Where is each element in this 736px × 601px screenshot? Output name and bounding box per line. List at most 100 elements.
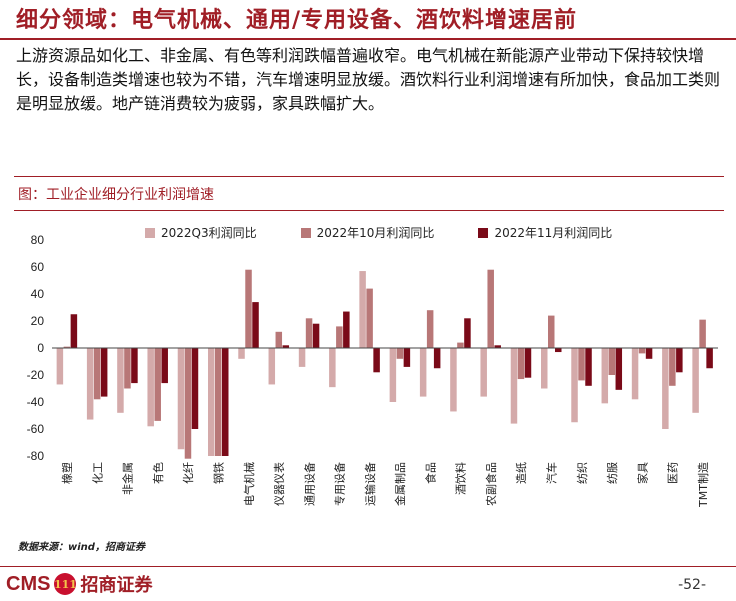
legend-swatch-nov <box>478 227 489 238</box>
logo-emblem-icon: 111 <box>54 573 77 595</box>
bar-oct <box>517 348 525 380</box>
bar-nov <box>433 348 441 369</box>
bar-nov <box>585 348 592 386</box>
x-tick-label: 化纤 <box>181 462 195 484</box>
x-tick-label: 仪器仪表 <box>272 462 286 506</box>
bar-nov <box>70 314 78 348</box>
data-source: 数据来源：wind，招商证券 <box>18 542 145 553</box>
chart-legend: 2022Q3利润同比 2022年10月利润同比 2022年11月利润同比 <box>145 224 612 241</box>
figure-top-divider <box>14 176 724 177</box>
bar-nov <box>161 348 168 384</box>
y-tick-label: -20 <box>27 368 45 382</box>
y-tick-label: 60 <box>31 260 45 274</box>
x-tick-label: 造纸 <box>514 462 528 484</box>
x-tick-label: 农副食品 <box>484 462 498 506</box>
bar-nov <box>403 348 411 367</box>
bar-q3 <box>541 348 548 389</box>
bar-oct <box>487 269 494 348</box>
y-tick-label: -40 <box>27 395 45 409</box>
bar-oct <box>699 319 706 348</box>
x-tick-label: 专用设备 <box>333 462 347 506</box>
bar-oct <box>305 318 313 348</box>
legend-item-oct: 2022年10月利润同比 <box>300 224 435 241</box>
bar-q3 <box>238 348 245 359</box>
bar-q3 <box>208 348 215 456</box>
y-tick-label: 20 <box>31 314 45 328</box>
y-tick-label: -80 <box>27 449 45 463</box>
x-tick-label: 汽车 <box>545 462 559 484</box>
bar-q3 <box>86 348 94 420</box>
x-tick-label: 有色 <box>151 462 165 484</box>
x-tick-label: 医药 <box>667 462 680 484</box>
bar-oct <box>63 346 71 348</box>
bar-q3 <box>631 348 639 400</box>
y-tick-label: 40 <box>31 287 45 301</box>
bar-nov <box>645 348 653 359</box>
bar-nov <box>312 323 320 348</box>
bar-q3 <box>329 348 336 388</box>
bar-oct <box>124 348 131 389</box>
bar-nov <box>373 348 380 373</box>
bar-oct <box>215 348 222 456</box>
bar-nov <box>676 348 683 373</box>
bar-q3 <box>56 348 64 385</box>
bar-q3 <box>117 348 124 413</box>
bar-oct <box>336 326 343 348</box>
legend-item-nov: 2022年11月利润同比 <box>478 224 612 241</box>
x-tick-label: 酒饮料 <box>454 462 468 495</box>
x-tick-label: 橡塑 <box>60 462 74 484</box>
bar-nov <box>494 345 501 348</box>
bar-oct <box>578 348 585 381</box>
x-tick-label: 非金属 <box>121 462 135 495</box>
x-tick-label: 金属制品 <box>393 462 407 506</box>
x-tick-label: 电气机械 <box>242 462 256 506</box>
slide-title: 细分领域：电气机械、通用/专用设备、酒饮料增速居前 <box>16 7 578 33</box>
bar-nov <box>615 348 623 390</box>
figure-title-divider <box>14 210 724 211</box>
legend-swatch-q3 <box>145 227 155 238</box>
bar-q3 <box>662 348 669 429</box>
bar-oct <box>608 348 616 375</box>
bar-nov <box>131 348 138 384</box>
figure-title: 图：工业企业细分行业利润增速 <box>18 187 214 203</box>
y-tick-label: -60 <box>27 422 45 436</box>
x-tick-label: 化工 <box>90 462 104 484</box>
bar-q3 <box>268 348 276 385</box>
bar-oct <box>275 331 283 348</box>
bar-nov <box>464 318 471 348</box>
bar-nov <box>555 348 562 353</box>
bar-q3 <box>510 348 518 424</box>
x-tick-label: 家具 <box>635 462 649 484</box>
bar-oct <box>184 348 192 459</box>
x-tick-label: 纺服 <box>605 462 619 484</box>
legend-item-q3: 2022Q3利润同比 <box>145 224 257 241</box>
bar-chart: -80 -60 -40 -20 0 20 40 60 80 橡塑 化工 非金属 有色 化纤 钢铁 电气机械 仪器… <box>27 233 718 508</box>
bar-nov <box>222 348 229 456</box>
bar-q3 <box>692 348 699 413</box>
bar-oct <box>426 310 434 348</box>
bar-q3 <box>480 348 487 397</box>
bar-oct <box>93 348 101 400</box>
bar-q3 <box>298 348 306 367</box>
bar-oct <box>669 348 676 386</box>
legend-swatch-oct <box>300 227 311 238</box>
bar-oct <box>457 342 464 348</box>
bar-oct <box>245 269 252 348</box>
title-divider <box>0 38 736 40</box>
bar-oct <box>548 315 555 348</box>
x-tick-label: TMT制造 <box>696 462 710 508</box>
bar-q3 <box>450 348 457 412</box>
legend-label-oct: 2022年10月利润同比 <box>316 226 435 240</box>
bar-oct <box>638 348 646 354</box>
bar-nov <box>252 302 259 348</box>
bar-q3 <box>359 271 366 348</box>
y-tick-label: 0 <box>37 341 44 355</box>
bar-q3 <box>389 348 397 402</box>
bar-nov <box>191 348 199 429</box>
bar-q3 <box>147 348 154 427</box>
footer-divider <box>0 566 736 567</box>
y-tick-label: 80 <box>31 233 45 247</box>
bar-q3 <box>419 348 427 397</box>
bar-nov <box>282 345 290 348</box>
bar-oct <box>396 348 404 359</box>
